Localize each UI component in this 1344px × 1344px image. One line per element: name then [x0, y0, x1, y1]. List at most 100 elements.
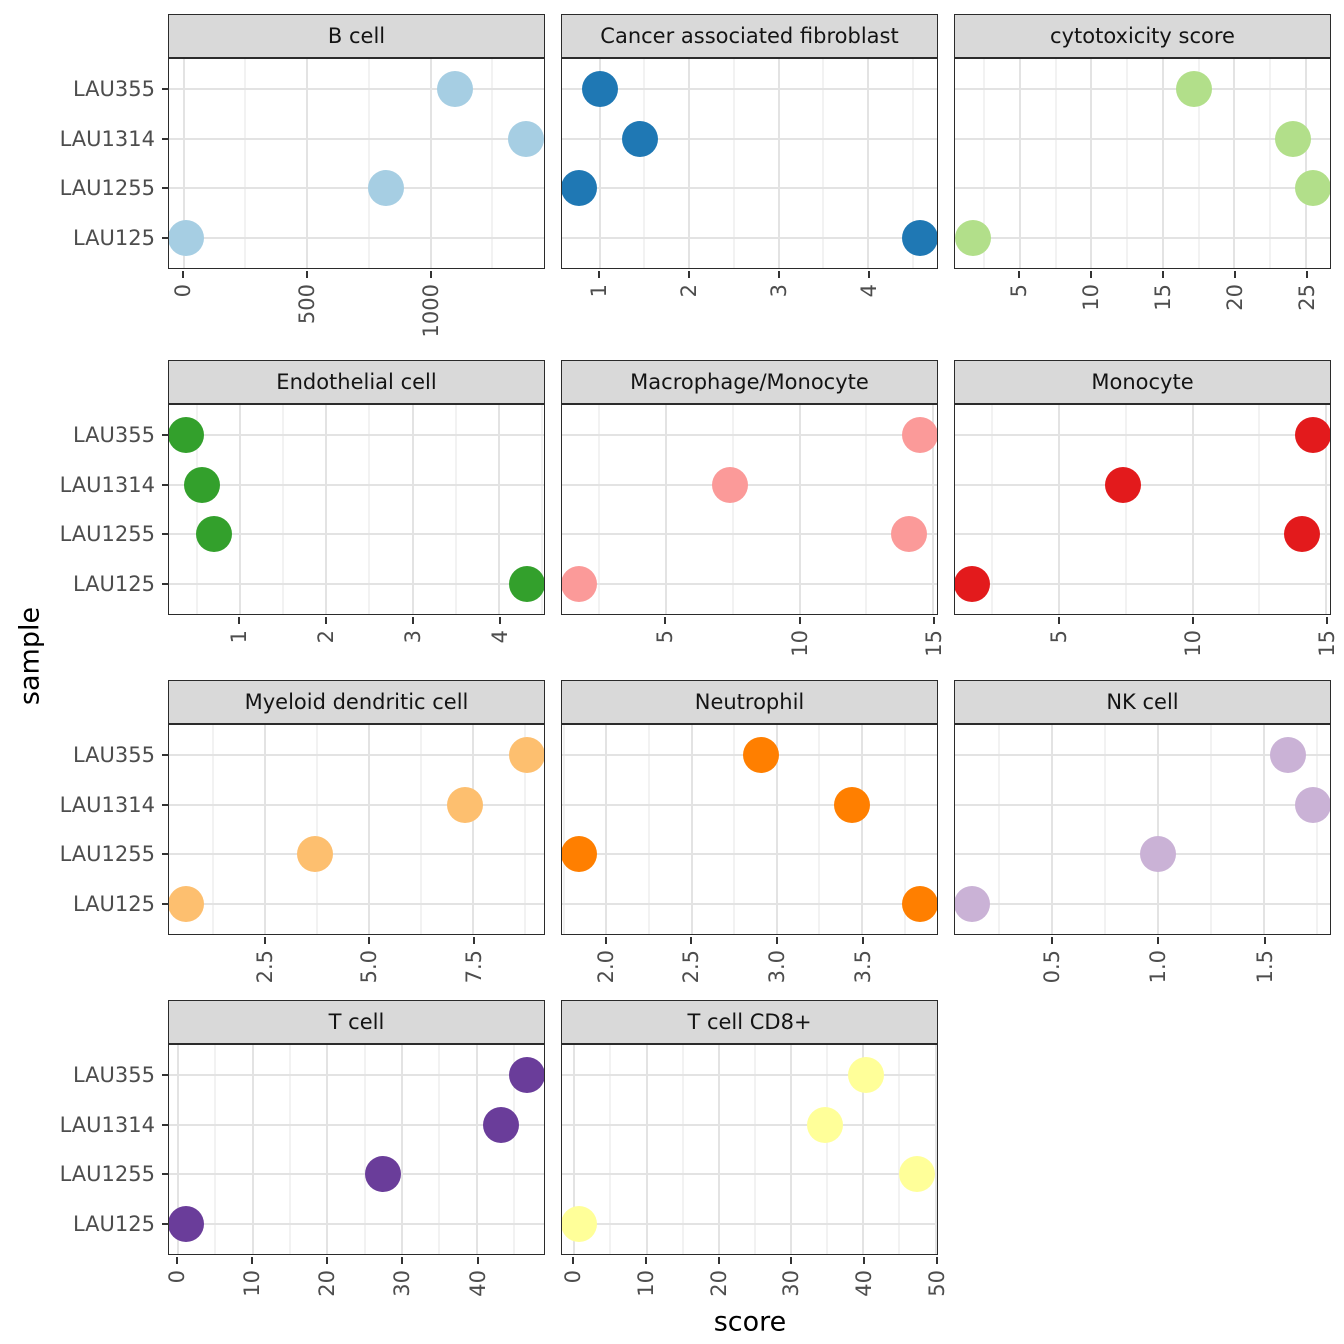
x-tick-mark: [867, 271, 870, 278]
gridline-y-major: [562, 433, 937, 436]
x-tick-mark: [790, 1257, 793, 1264]
gridline-y-major: [169, 137, 544, 140]
y-tick-label-lau355: LAU355: [72, 1062, 155, 1087]
x-tick-label: 5: [653, 630, 678, 644]
x-tick-mark: [263, 937, 266, 944]
data-point-lau1255: [899, 1156, 936, 1193]
gridline-y-major: [169, 87, 544, 90]
facet-strip: Myeloid dendritic cell: [168, 680, 545, 724]
x-tick-mark: [1050, 937, 1053, 944]
y-tick-label-lau125: LAU125: [72, 892, 155, 917]
data-point-lau1314: [183, 466, 220, 503]
y-tick-label-lau1255: LAU1255: [59, 522, 155, 547]
data-point-lau1314: [507, 120, 544, 157]
x-tick-mark: [411, 617, 414, 624]
gridline-x-major: [1090, 59, 1093, 268]
gridline-y-major: [169, 583, 544, 586]
x-tick-mark: [935, 1257, 938, 1264]
gridline-y-major: [562, 1123, 937, 1126]
data-point-lau1255: [368, 170, 405, 207]
facet-panel: [561, 1044, 938, 1255]
x-tick-label: 3.0: [764, 950, 789, 984]
x-tick-label: 2: [676, 284, 701, 298]
data-point-lau125: [169, 220, 205, 257]
x-tick-mark: [368, 937, 371, 944]
data-point-lau1314: [833, 786, 870, 823]
y-tick-mark: [162, 853, 169, 856]
x-tick-label: 1000: [419, 284, 443, 338]
x-tick-label: 1: [227, 630, 252, 644]
x-tick-mark: [777, 271, 780, 278]
gridline-y-major: [169, 433, 544, 436]
gridline-x-minor: [818, 725, 821, 934]
x-tick-mark: [238, 617, 241, 624]
gridline-x-minor: [732, 59, 735, 268]
data-point-lau355: [743, 736, 780, 773]
plot-area: [169, 59, 544, 268]
x-tick-mark: [430, 271, 432, 278]
gridline-x-minor: [753, 1045, 756, 1254]
gridline-x-major: [777, 59, 780, 268]
gridline-x-minor: [1210, 725, 1213, 934]
y-tick-label-lau355: LAU355: [72, 742, 155, 767]
gridline-y-major: [169, 237, 544, 240]
x-axis: 1 2 3 4: [561, 271, 938, 347]
facet-title: T cell: [328, 1010, 385, 1034]
facet-monocyte: Monocyte 5 10 15: [954, 360, 1339, 657]
gridline-y-major: [955, 433, 1330, 436]
data-point-lau355: [508, 1056, 544, 1093]
facet-myeloid-dendritic-cell: Myeloid dendritic cell LAU355 LAU1314 LAU12…: [60, 680, 545, 983]
data-point-lau355: [848, 1056, 885, 1093]
gridline-x-major: [1325, 405, 1328, 614]
x-tick-label: 0: [170, 284, 195, 298]
gridline-x-minor: [454, 405, 457, 614]
gridline-x-minor: [195, 405, 198, 614]
gridline-y-major: [169, 803, 544, 806]
data-point-lau355: [901, 416, 937, 453]
gridline-x-minor: [367, 59, 370, 268]
gridline-y-major: [169, 187, 544, 190]
facet-panel: [561, 58, 938, 269]
gridline-y-major: [169, 853, 544, 856]
y-axis-title: sample: [14, 606, 46, 706]
y-tick-label-lau1314: LAU1314: [59, 1112, 155, 1137]
gridline-x-minor: [244, 59, 247, 268]
facet-cancer-associated-fibroblast: Cancer associated fibroblast 1 2 3 4: [561, 14, 938, 297]
x-axis: 0 10 20 30 40 50: [561, 1257, 949, 1333]
x-tick-label: 3.5: [850, 950, 875, 984]
x-tick-label: 2.5: [679, 950, 704, 984]
data-point-lau1255: [296, 836, 333, 873]
gridline-x-major: [1304, 59, 1307, 268]
data-point-lau125: [169, 886, 205, 923]
y-tick-label-lau1255: LAU1255: [59, 176, 155, 201]
gridline-x-major: [401, 1045, 404, 1254]
gridline-y-major: [955, 237, 1330, 240]
gridline-y-major: [562, 803, 937, 806]
gridline-x-minor: [1269, 59, 1272, 268]
facet-panel: [954, 58, 1331, 269]
facet-title: Macrophage/Monocyte: [630, 370, 869, 394]
x-tick-label: 5: [1007, 284, 1032, 298]
gridline-x-major: [688, 59, 691, 268]
y-tick-mark: [162, 237, 169, 240]
gridline-x-major: [934, 1045, 937, 1254]
gridline-y-major: [955, 753, 1330, 756]
gridline-y-major: [955, 187, 1330, 190]
x-tick-mark: [775, 937, 778, 944]
gridline-x-minor: [214, 1045, 217, 1254]
x-tick-label: 4: [856, 284, 881, 298]
x-tick-mark: [498, 617, 501, 624]
x-tick-label: 500: [294, 284, 319, 325]
data-point-lau355: [1176, 70, 1213, 107]
gridline-x-major: [1157, 725, 1160, 934]
x-axis: 0 10 20 30 40: [165, 1257, 545, 1333]
gridline-x-minor: [826, 1045, 829, 1254]
gridline-y-major: [169, 753, 544, 756]
x-tick-label: 15: [1315, 630, 1340, 657]
facet-strip: B cell: [168, 14, 545, 58]
x-tick-label: 50: [924, 1270, 949, 1297]
gridline-x-major: [326, 1045, 329, 1254]
x-axis: 5 10 15: [561, 617, 946, 693]
gridline-x-major: [411, 405, 414, 614]
x-tick-label: 2: [314, 630, 339, 644]
